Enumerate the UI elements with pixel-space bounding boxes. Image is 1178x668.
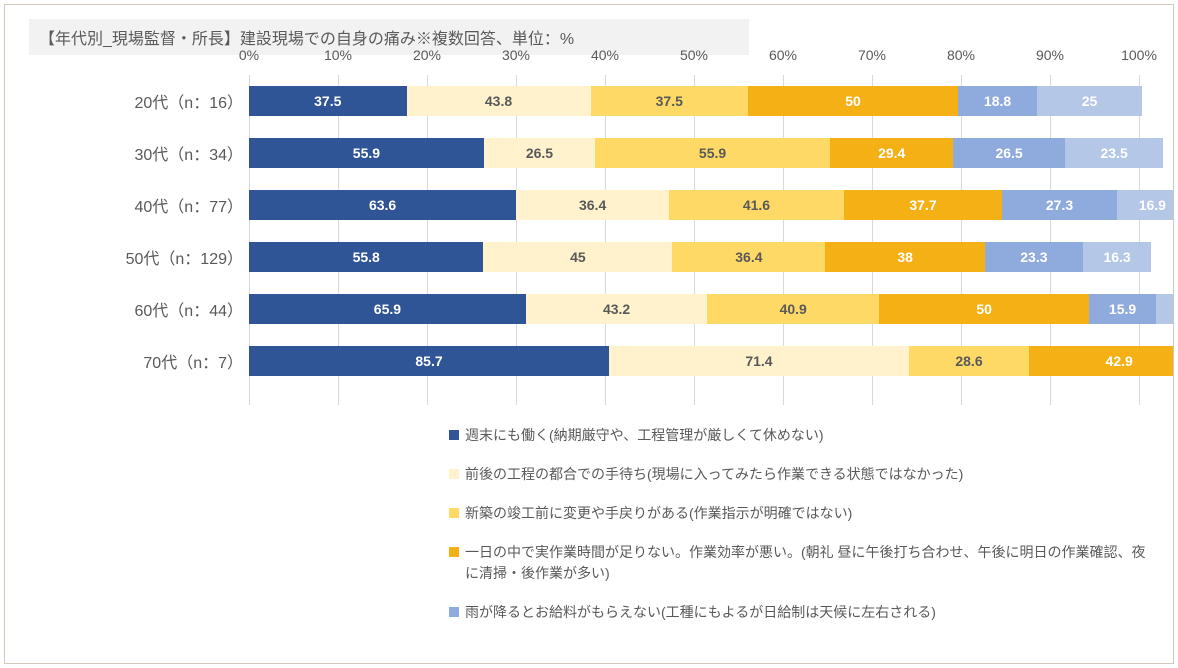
legend-item: 雨が降るとお給料がもらえない(工種にもよるが日給制は天候に左右される) [449,602,1153,623]
bar-segment: 50 [879,294,1089,324]
x-tick-label: 80% [947,47,975,63]
bar-segment: 36.4 [516,190,669,220]
bar-segment: 65.9 [249,294,526,324]
x-tick-label: 0% [239,47,259,63]
bar-segment: 28.6 [909,346,1029,376]
bar-row: 37.543.837.55018.825 [249,86,1142,116]
bar-segment: 37.5 [591,86,749,116]
legend-item: 一日の中で実作業時間が足りない。作業効率が悪い。(朝礼 昼に午後打ち合わせ、午後… [449,542,1153,584]
x-tick-label: 40% [591,47,619,63]
bar-segment: 26.5 [953,138,1064,168]
bar-segment: 55.9 [249,138,484,168]
chart-title: 【年代別_現場監督・所長】建設現場での自身の痛み※複数回答、単位：% [29,19,749,55]
legend-item: 前後の工程の都合での手待ち(現場に入ってみたら作業できる状態ではなかった) [449,464,1153,485]
legend: 週末にも働く(納期厳守や、工程管理が厳しくて休めない) 前後の工程の都合での手待ち… [449,425,1153,641]
bar-segment: 42.9 [1029,346,1174,376]
bar-segment: 55.9 [595,138,830,168]
bar-segment: 41.6 [669,190,844,220]
bar-segment: 37.5 [249,86,407,116]
legend-swatch [449,508,459,518]
category-label: 60代（n：44） [135,297,244,321]
bar-segment: 43.8 [407,86,591,116]
bar-segment: 29.4 [830,138,954,168]
bar-segment: 38 [825,242,985,272]
legend-swatch [449,547,459,557]
legend-item: 新築の竣工前に変更や手戻りがある(作業指示が明確ではない) [449,503,1153,524]
bar-segment: 15.9 [1156,294,1174,324]
bar-segment: 16.9 [1117,190,1174,220]
bar-row: 55.84536.43823.316.3 [249,242,1151,272]
bar-segment: 71.4 [609,346,909,376]
legend-item: 週末にも働く(納期厳守や、工程管理が厳しくて休めない) [449,425,1153,446]
legend-label: 前後の工程の都合での手待ち(現場に入ってみたら作業できる状態ではなかった) [465,464,963,485]
x-tick-label: 100% [1121,47,1157,63]
bar-segment: 50 [748,86,958,116]
bar-segment: 23.5 [1065,138,1164,168]
legend-label: 雨が降るとお給料がもらえない(工種にもよるが日給制は天候に左右される) [465,602,936,623]
x-tick-label: 20% [413,47,441,63]
bar-row: 65.943.240.95015.915.9 [249,294,1174,324]
bar-segment: 27.3 [1002,190,1117,220]
legend-label: 週末にも働く(納期厳守や、工程管理が厳しくて休めない) [465,425,823,446]
category-label: 20代（n：16） [135,89,244,113]
chart-area: 0%10%20%30%40%50%60%70%80%90%100%37.543.… [65,75,1137,405]
bar-segment: 43.2 [526,294,707,324]
bar-segment: 18.8 [958,86,1037,116]
x-tick-label: 50% [680,47,708,63]
bar-segment: 55.8 [249,242,483,272]
bar-row: 55.926.555.929.426.523.5 [249,138,1163,168]
legend-swatch [449,469,459,479]
bar-segment: 36.4 [672,242,825,272]
bar-row: 85.771.428.642.914.314.3 [249,346,1174,376]
category-label: 50代（n：129） [126,245,243,269]
x-tick-label: 60% [769,47,797,63]
bar-segment: 15.9 [1089,294,1156,324]
x-tick-label: 90% [1036,47,1064,63]
legend-swatch [449,607,459,617]
legend-label: 新築の竣工前に変更や手戻りがある(作業指示が明確ではない) [465,503,852,524]
category-label: 70代（n：7） [143,349,243,373]
bar-segment: 85.7 [249,346,609,376]
bar-segment: 45 [483,242,672,272]
x-tick-label: 10% [324,47,352,63]
bar-segment: 16.3 [1083,242,1151,272]
chart-frame: 【年代別_現場監督・所長】建設現場での自身の痛み※複数回答、単位：% 0%10%… [4,4,1174,664]
category-label: 30代（n：34） [135,141,244,165]
bar-segment: 63.6 [249,190,516,220]
x-tick-label: 30% [502,47,530,63]
category-label: 40代（n：77） [135,193,244,217]
plot-area: 0%10%20%30%40%50%60%70%80%90%100%37.543.… [249,75,1137,405]
bar-segment: 26.5 [484,138,595,168]
x-tick-label: 70% [858,47,886,63]
bar-segment: 25 [1037,86,1142,116]
legend-swatch [449,430,459,440]
bar-segment: 23.3 [985,242,1083,272]
legend-label: 一日の中で実作業時間が足りない。作業効率が悪い。(朝礼 昼に午後打ち合わせ、午後… [465,542,1153,584]
bar-row: 63.636.441.637.727.316.9 [249,190,1174,220]
bar-segment: 40.9 [707,294,879,324]
bar-segment: 37.7 [844,190,1002,220]
